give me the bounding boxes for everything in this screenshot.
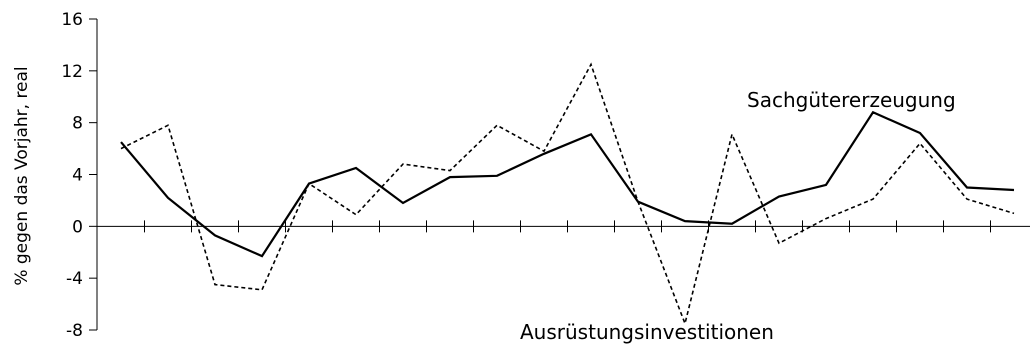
y-tick-label: 16 xyxy=(61,10,83,30)
y-tick-label: -8 xyxy=(66,321,83,341)
series-lines xyxy=(120,62,1015,327)
series-label-sachguetererzeugung: Sachgütererzeugung xyxy=(747,88,956,112)
x-axis xyxy=(97,220,1030,233)
y-tick-label: 0 xyxy=(72,217,83,237)
y-axis-label: % gegen das Vorjahr, real xyxy=(12,66,32,285)
y-axis: -8 -4 0 4 8 12 16 xyxy=(61,10,98,341)
series-line-sachguetererzeugung xyxy=(120,110,1015,258)
y-tick-label: 4 xyxy=(72,166,83,186)
y-tick-label: 8 xyxy=(72,114,83,134)
y-tick-label: -4 xyxy=(66,269,83,289)
series-label-ausruestungsinvestitionen: Ausrüstungsinvestitionen xyxy=(520,320,774,344)
series-line-ausruestungsinvestitionen xyxy=(120,62,1015,327)
y-tick-label: 12 xyxy=(61,62,83,82)
